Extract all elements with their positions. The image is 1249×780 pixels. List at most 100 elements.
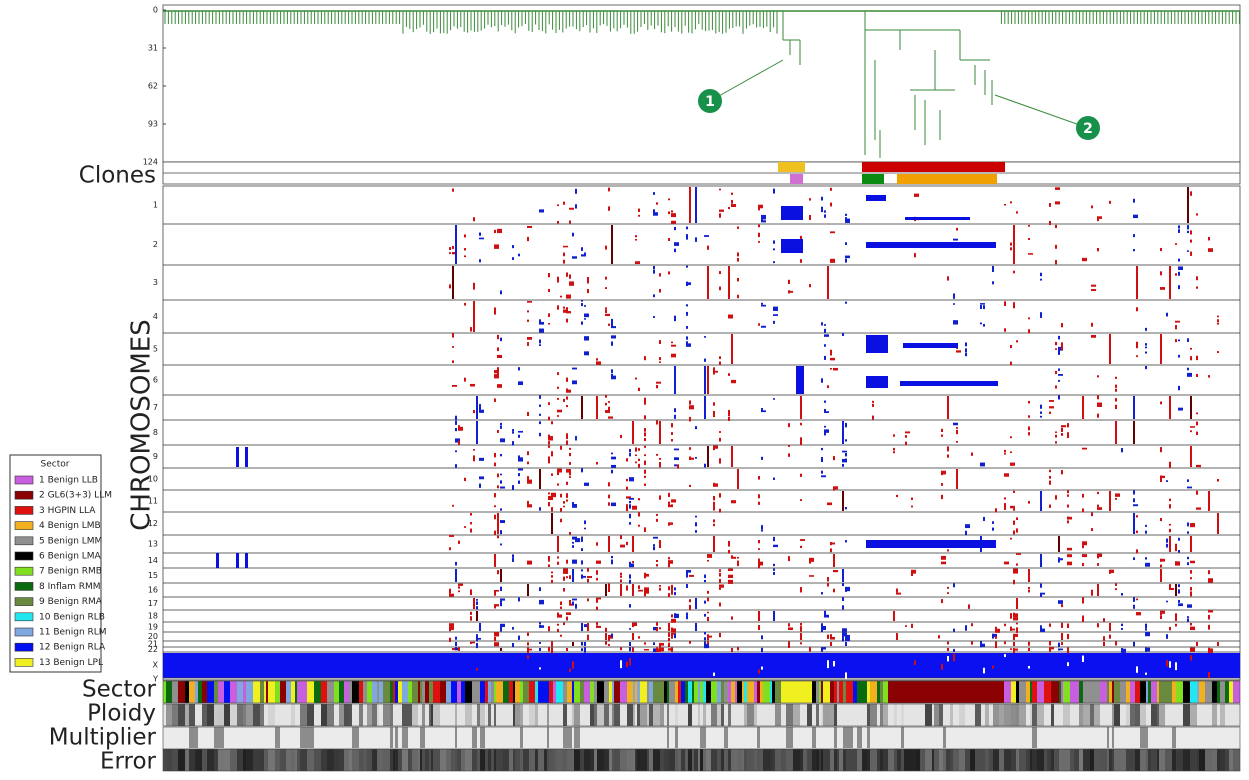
error-cell	[455, 749, 457, 771]
ploidy-cell	[594, 704, 597, 726]
ploidy-cell	[574, 704, 580, 726]
cn-segment	[830, 548, 832, 553]
sector-cell	[812, 681, 816, 703]
sector-cell	[553, 681, 556, 703]
cn-segment	[548, 626, 550, 629]
sector-cell	[867, 681, 870, 703]
error-cell	[1044, 749, 1047, 771]
cn-segment	[1040, 625, 1042, 629]
ploidy-cell	[698, 704, 700, 726]
cn-segment	[569, 274, 571, 279]
error-cell	[446, 749, 451, 771]
error-cell	[574, 749, 580, 771]
sector-cell	[496, 681, 503, 703]
legend-swatch	[14, 627, 34, 637]
error-cell	[529, 749, 535, 771]
sector-cell	[1159, 681, 1165, 703]
multiplier-cell	[620, 727, 627, 748]
cn-segment	[953, 238, 958, 241]
cn-segment	[473, 598, 475, 609]
sector-cell	[731, 681, 735, 703]
cn-segment	[1136, 598, 1138, 601]
error-cell	[675, 749, 678, 771]
multiplier-cell	[429, 727, 431, 748]
cn-segment	[707, 266, 709, 299]
cn-segment	[1145, 625, 1147, 629]
cn-segment	[581, 648, 583, 651]
cn-segment	[800, 473, 802, 477]
cn-segment	[1145, 524, 1147, 527]
cn-segment	[1055, 187, 1060, 190]
error-cell	[395, 749, 398, 771]
multiplier-cell	[1112, 727, 1114, 748]
cn-segment	[1136, 345, 1138, 349]
cn-segment	[1160, 447, 1162, 449]
cn-segment	[473, 282, 475, 286]
cn-segment	[587, 598, 589, 602]
chromosome-label: 6	[153, 376, 158, 385]
error-cell	[260, 749, 264, 771]
multiplier-cell	[857, 727, 862, 748]
cn-segment	[953, 648, 955, 653]
ploidy-cell	[999, 704, 1004, 726]
multiplier-cell	[547, 727, 549, 748]
ploidy-cell	[846, 704, 853, 726]
cn-segment	[992, 633, 997, 638]
cn-segment	[800, 627, 802, 632]
cn-segment	[575, 538, 580, 543]
dendrogram-frame	[162, 4, 1241, 163]
cn-segment	[674, 464, 679, 467]
cn-segment	[842, 569, 844, 582]
cn-segment	[695, 515, 697, 518]
error-cell	[535, 749, 538, 771]
ploidy-cell	[172, 704, 178, 726]
sector-cell	[660, 681, 664, 703]
error-cell	[363, 749, 367, 771]
cn-segment	[842, 463, 844, 467]
error-cell	[327, 749, 334, 771]
error-cell	[451, 749, 455, 771]
cn-segment	[632, 633, 634, 640]
cn-segment	[713, 445, 718, 449]
cn-segment	[686, 343, 691, 347]
multiplier-cell	[509, 727, 513, 748]
error-cell	[1151, 749, 1157, 771]
cn-segment	[566, 435, 568, 440]
cn-segment	[455, 438, 460, 443]
cn-segment	[1028, 501, 1030, 504]
cn-segment	[527, 236, 529, 242]
ploidy-cell	[839, 704, 843, 726]
cn-segment	[596, 396, 598, 419]
cn-segment	[620, 436, 622, 439]
legend-swatch	[14, 536, 34, 546]
cn-segment	[539, 625, 544, 628]
cn-segment	[713, 496, 715, 501]
cn-segment	[761, 648, 763, 653]
cn-segment	[1169, 498, 1171, 502]
ploidy-cell	[688, 704, 692, 726]
sector-cell	[383, 681, 390, 703]
sector-cell	[819, 681, 821, 703]
cn-segment	[800, 437, 802, 442]
chromosome-label: 21	[148, 640, 158, 649]
multiplier-cell	[352, 727, 359, 748]
multiplier-cell	[1004, 727, 1011, 748]
multiplier-cell	[455, 727, 457, 748]
cn-segment	[713, 402, 715, 406]
cn-segment	[575, 188, 577, 193]
cn-segment	[659, 627, 661, 630]
sector-cell	[295, 681, 297, 703]
cn-segment	[704, 579, 706, 583]
cn-segment	[584, 305, 586, 307]
cn-segment	[809, 559, 811, 564]
ploidy-cell	[420, 704, 422, 726]
sector-cell	[344, 681, 349, 703]
cn-segment	[1208, 570, 1210, 575]
ploidy-cell	[480, 704, 485, 726]
cn-segment	[671, 586, 673, 591]
sector-cell	[446, 681, 451, 703]
cn-segment	[1049, 475, 1051, 479]
cn-segment	[788, 454, 790, 457]
cn-segment	[1178, 354, 1180, 358]
multiplier-cell	[377, 727, 379, 748]
